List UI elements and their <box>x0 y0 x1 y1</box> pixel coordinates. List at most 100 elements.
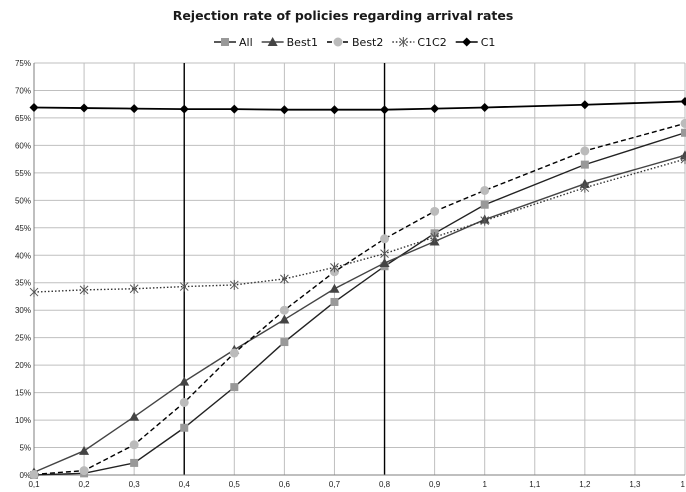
x-tick-label: 1,3 <box>629 480 641 489</box>
x-tick-label: 0,5 <box>229 480 241 489</box>
data-point-c1 <box>380 105 390 115</box>
data-point-c1c2 <box>280 273 289 284</box>
data-point-c1c2 <box>580 182 590 193</box>
y-tick-label: 10% <box>15 416 31 425</box>
y-tick-label: 70% <box>15 86 31 95</box>
x-tick-label: 0,3 <box>129 480 141 489</box>
legend-label-best1: Best1 <box>287 36 318 49</box>
data-point-c1 <box>680 96 686 106</box>
legend-item-c1: C1 <box>455 36 496 49</box>
y-tick-label: 75% <box>15 59 31 68</box>
y-tick-label: 60% <box>15 141 31 150</box>
data-point-best2 <box>680 118 686 128</box>
y-tick-label: 35% <box>15 279 31 288</box>
data-point-all <box>180 423 189 432</box>
x-tick-label: 0,2 <box>79 480 91 489</box>
y-tick-label: 40% <box>15 251 31 260</box>
legend-item-all: All <box>214 36 253 49</box>
data-point-all <box>280 338 289 347</box>
data-point-c1c2 <box>330 262 339 273</box>
legend-marker-c1c2 <box>399 37 408 47</box>
data-point-best1 <box>79 445 90 455</box>
y-tick-label: 0% <box>19 471 31 480</box>
data-point-best2 <box>480 185 490 195</box>
x-tick-label: 0,7 <box>329 480 341 489</box>
data-point-all <box>580 160 589 169</box>
data-point-all <box>230 383 239 392</box>
series-line-all <box>33 132 686 476</box>
legend-label-c1c2: C1C2 <box>417 36 446 49</box>
y-tick-label: 65% <box>15 114 31 123</box>
data-point-best1 <box>129 411 140 421</box>
x-tick-label: 1,2 <box>579 480 591 489</box>
series-line-best1 <box>33 154 686 473</box>
data-point-c1c2 <box>129 283 139 294</box>
legend-label-best2: Best2 <box>352 36 383 49</box>
legend-item-best2: Best2 <box>327 36 383 49</box>
y-tick-label: 20% <box>15 361 31 370</box>
data-point-c1 <box>580 100 590 110</box>
y-tick-label: 30% <box>15 306 31 315</box>
legend-marker-best1 <box>267 37 278 46</box>
data-point-best2 <box>129 440 139 450</box>
legend-marker-best2 <box>333 37 343 47</box>
series-line-best2 <box>33 122 686 476</box>
x-tick-label: 0,4 <box>179 480 191 489</box>
data-point-c1 <box>179 104 189 114</box>
series-c1c2 <box>29 154 686 298</box>
series-best1 <box>29 150 686 477</box>
data-point-c1 <box>279 105 289 115</box>
data-point-c1c2 <box>680 154 686 165</box>
y-tick-label: 55% <box>15 169 31 178</box>
data-point-c1c2 <box>480 215 490 226</box>
x-tick-label: 0,6 <box>279 480 291 489</box>
legend-item-c1c2: C1C2 <box>392 36 447 49</box>
series-line-c1c2 <box>33 158 686 293</box>
data-point-best2 <box>430 206 440 216</box>
data-point-best2 <box>29 469 39 479</box>
data-point-best1 <box>279 314 290 324</box>
x-tick-label: 0,1 <box>28 480 40 489</box>
data-point-c1 <box>430 104 440 114</box>
data-point-c1c2 <box>29 287 39 298</box>
x-tick-label: 0,8 <box>379 480 391 489</box>
y-tick-label: 45% <box>15 224 31 233</box>
data-point-c1c2 <box>179 281 189 292</box>
data-point-best2 <box>79 466 89 476</box>
data-point-best1 <box>329 283 340 293</box>
legend-label-c1: C1 <box>481 36 496 49</box>
series-c1 <box>29 96 686 115</box>
y-tick-label: 5% <box>19 444 31 453</box>
data-point-c1 <box>229 104 239 114</box>
x-tick-label: 1 <box>482 480 487 489</box>
legend-item-best1: Best1 <box>261 36 318 49</box>
data-point-c1 <box>29 102 39 112</box>
axis-layer: 0% 5% 10% 15% 20% 25% 30% 35% 40% 45% 50% 55% 60% 65%… <box>15 59 686 489</box>
series-all <box>30 128 686 479</box>
x-tick-label: 0,9 <box>429 480 441 489</box>
data-point-c1c2 <box>430 232 439 243</box>
grid-layer <box>33 62 686 476</box>
legend-marker-all <box>221 38 229 46</box>
data-point-best2 <box>380 234 390 244</box>
data-point-all <box>130 458 139 467</box>
data-point-best1 <box>379 257 390 267</box>
data-point-all <box>330 297 339 306</box>
series-line-c1 <box>33 100 686 111</box>
data-point-best1 <box>179 376 190 386</box>
data-point-all <box>480 200 489 209</box>
data-point-c1 <box>79 103 89 113</box>
y-tick-label: 25% <box>15 334 31 343</box>
data-point-c1 <box>129 104 139 114</box>
data-point-c1c2 <box>229 279 239 290</box>
legend-marker-c1 <box>462 37 472 47</box>
y-tick-label: 50% <box>15 196 31 205</box>
data-point-c1c2 <box>380 248 389 259</box>
data-point-c1 <box>329 105 339 115</box>
chart-title: Rejection rate of policies regarding arr… <box>172 8 514 23</box>
data-point-best2 <box>179 397 189 407</box>
data-point-best2 <box>580 146 590 156</box>
y-tick-label: 15% <box>15 389 31 398</box>
